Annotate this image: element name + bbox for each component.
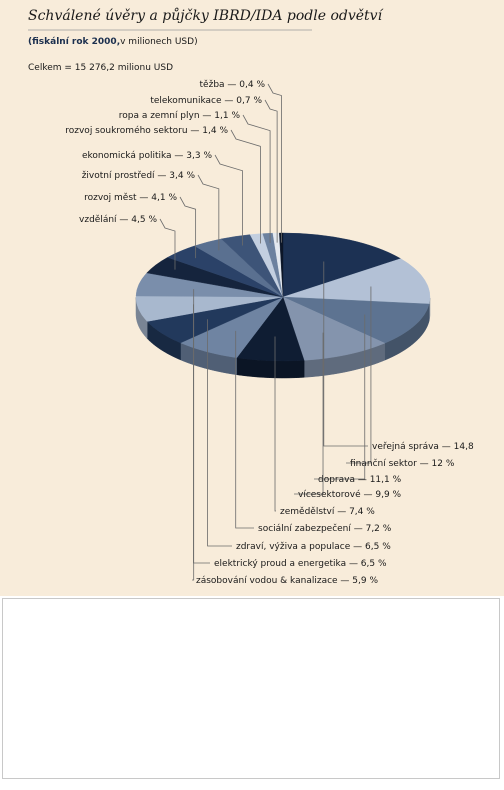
leader-line bbox=[242, 114, 271, 243]
leader-line bbox=[235, 330, 254, 529]
total-note: Celkem = 15 276,2 milionu USD bbox=[28, 63, 173, 73]
slice-label: rozvoj soukromého sektoru — 1,4 % bbox=[65, 125, 228, 136]
slice-label: zásobování vodou & kanalizace — 5,9 % bbox=[196, 576, 378, 586]
leader-line bbox=[323, 261, 368, 447]
slice-label: životní prostředí — 3,4 % bbox=[82, 171, 196, 181]
leader-line bbox=[192, 289, 195, 581]
leader-line bbox=[197, 174, 220, 251]
pie-slice bbox=[282, 296, 386, 361]
slice-label: vícesektorové — 9,9 % bbox=[298, 489, 402, 500]
leader-line bbox=[214, 154, 244, 246]
chart-title: Schválené úvěry a půjčky IBRD/IDA podle … bbox=[28, 7, 384, 24]
leader-line bbox=[207, 319, 232, 547]
subtitle: (fiskální rok 2000,v milionech USD) bbox=[28, 37, 198, 47]
subtitle-bold: (fiskální rok 2000, bbox=[28, 37, 120, 47]
pie-slice bbox=[282, 258, 431, 305]
leader-line bbox=[179, 196, 197, 259]
subtitle-rest: v milionech USD) bbox=[120, 37, 197, 47]
slice-label: veřejná správa — 14,8 bbox=[372, 442, 474, 452]
pie-slice bbox=[282, 232, 402, 298]
slice-label: ropa a zemní plyn — 1,1 % bbox=[119, 111, 241, 121]
leader-line bbox=[230, 129, 261, 244]
pie-slice bbox=[282, 296, 430, 344]
leader-line bbox=[267, 83, 282, 243]
slice-label: finanční sektor — 12 % bbox=[350, 458, 455, 469]
leader-line bbox=[274, 336, 276, 512]
leader-line bbox=[314, 314, 366, 480]
slice-label: elektrický proud a energetika — 6,5 % bbox=[214, 559, 387, 569]
slice-label: vzdělání — 4,5 % bbox=[79, 215, 157, 225]
slice-label: zdraví, výživa a populace — 6,5 % bbox=[236, 542, 391, 552]
leader-line bbox=[159, 218, 176, 270]
leader-line bbox=[264, 99, 278, 243]
leader-line bbox=[346, 286, 372, 464]
slice-label: doprava — 11,1 % bbox=[318, 475, 402, 485]
slice-label: těžba — 0,4 % bbox=[200, 80, 266, 90]
empty-panel bbox=[2, 598, 500, 779]
leader-line bbox=[294, 332, 324, 495]
slice-label: sociální zabezpečení — 7,2 % bbox=[258, 523, 392, 534]
slice-label: ekonomická politika — 3,3 % bbox=[82, 151, 213, 161]
slice-label: telekomunikace — 0,7 % bbox=[150, 96, 262, 106]
slice-label: zemědělství — 7,4 % bbox=[280, 507, 375, 517]
slice-label: rozvoj měst — 4,1 % bbox=[84, 193, 177, 203]
